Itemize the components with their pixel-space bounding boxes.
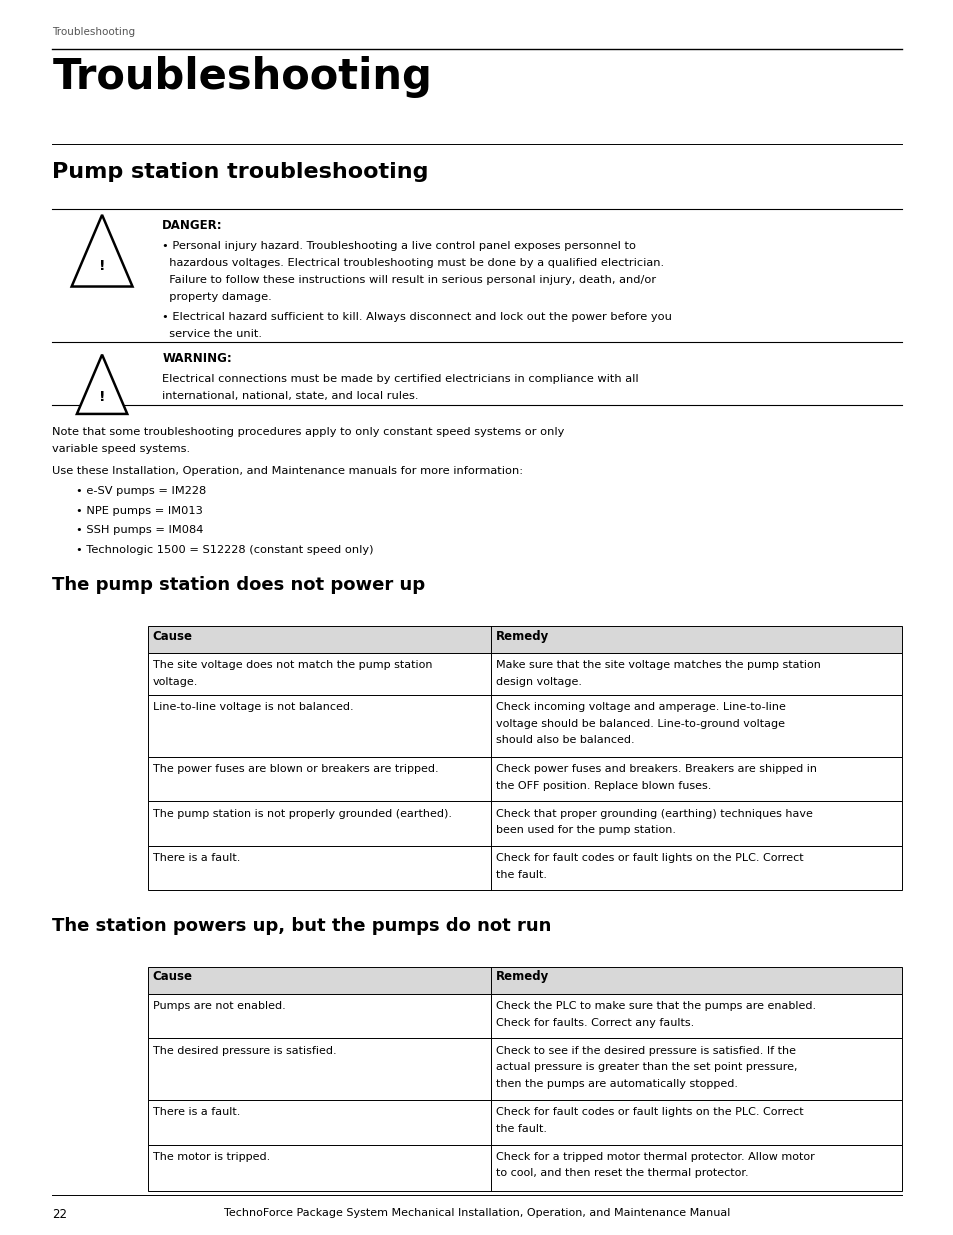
Text: design voltage.: design voltage. xyxy=(495,677,581,687)
Text: The power fuses are blown or breakers are tripped.: The power fuses are blown or breakers ar… xyxy=(152,764,437,774)
Text: voltage.: voltage. xyxy=(152,677,198,687)
Text: • Technologic 1500 = S12228 (constant speed only): • Technologic 1500 = S12228 (constant sp… xyxy=(76,545,374,555)
Text: Failure to follow these instructions will result in serious personal injury, dea: Failure to follow these instructions wil… xyxy=(162,274,656,284)
Text: • NPE pumps = IM013: • NPE pumps = IM013 xyxy=(76,505,203,516)
Bar xyxy=(148,802,901,846)
Text: The motor is tripped.: The motor is tripped. xyxy=(152,1152,270,1162)
Text: then the pumps are automatically stopped.: then the pumps are automatically stopped… xyxy=(495,1078,737,1089)
Text: voltage should be balanced. Line-to-ground voltage: voltage should be balanced. Line-to-grou… xyxy=(495,719,783,729)
Text: Troubleshooting: Troubleshooting xyxy=(52,56,432,98)
Text: Check to see if the desired pressure is satisfied. If the: Check to see if the desired pressure is … xyxy=(495,1046,795,1056)
Text: Check the PLC to make sure that the pumps are enabled.: Check the PLC to make sure that the pump… xyxy=(495,1002,815,1011)
Text: • e-SV pumps = IM228: • e-SV pumps = IM228 xyxy=(76,487,207,496)
Text: DANGER:: DANGER: xyxy=(162,219,223,232)
Text: the OFF position. Replace blown fuses.: the OFF position. Replace blown fuses. xyxy=(495,781,710,790)
Text: WARNING:: WARNING: xyxy=(162,352,232,366)
Text: Remedy: Remedy xyxy=(495,971,548,983)
Text: Check incoming voltage and amperage. Line-to-line: Check incoming voltage and amperage. Lin… xyxy=(495,703,784,713)
Text: TechnoForce Package System Mechanical Installation, Operation, and Maintenance M: TechnoForce Package System Mechanical In… xyxy=(224,1208,729,1218)
Text: • Electrical hazard sufficient to kill. Always disconnect and lock out the power: • Electrical hazard sufficient to kill. … xyxy=(162,312,671,322)
Bar xyxy=(148,626,901,653)
Text: Troubleshooting: Troubleshooting xyxy=(52,27,135,37)
Text: to cool, and then reset the thermal protector.: to cool, and then reset the thermal prot… xyxy=(495,1168,747,1178)
Text: Check that proper grounding (earthing) techniques have: Check that proper grounding (earthing) t… xyxy=(495,809,812,819)
Text: Note that some troubleshooting procedures apply to only constant speed systems o: Note that some troubleshooting procedure… xyxy=(52,427,564,437)
Text: been used for the pump station.: been used for the pump station. xyxy=(495,825,675,835)
Text: • Personal injury hazard. Troubleshooting a live control panel exposes personnel: • Personal injury hazard. Troubleshootin… xyxy=(162,241,636,251)
Polygon shape xyxy=(77,354,127,414)
Text: should also be balanced.: should also be balanced. xyxy=(495,735,634,746)
Text: Pumps are not enabled.: Pumps are not enabled. xyxy=(152,1002,285,1011)
Text: The pump station does not power up: The pump station does not power up xyxy=(52,577,425,594)
Text: !: ! xyxy=(99,259,105,273)
Text: Pump station troubleshooting: Pump station troubleshooting xyxy=(52,162,429,182)
Text: Line-to-line voltage is not balanced.: Line-to-line voltage is not balanced. xyxy=(152,703,353,713)
Text: The pump station is not properly grounded (earthed).: The pump station is not properly grounde… xyxy=(152,809,451,819)
Text: The station powers up, but the pumps do not run: The station powers up, but the pumps do … xyxy=(52,918,551,935)
Text: variable speed systems.: variable speed systems. xyxy=(52,445,191,454)
Text: actual pressure is greater than the set point pressure,: actual pressure is greater than the set … xyxy=(495,1062,796,1072)
Text: Cause: Cause xyxy=(152,630,193,642)
Text: the fault.: the fault. xyxy=(495,869,546,879)
Text: Check for fault codes or fault lights on the PLC. Correct: Check for fault codes or fault lights on… xyxy=(495,1108,802,1118)
Text: Remedy: Remedy xyxy=(495,630,548,642)
Bar xyxy=(148,994,901,1039)
Text: There is a fault.: There is a fault. xyxy=(152,853,240,863)
Bar xyxy=(148,967,901,994)
Text: Cause: Cause xyxy=(152,971,193,983)
Bar xyxy=(148,1100,901,1145)
Bar xyxy=(148,846,901,890)
Text: international, national, state, and local rules.: international, national, state, and loca… xyxy=(162,391,418,401)
Text: !: ! xyxy=(99,390,105,404)
Text: Make sure that the site voltage matches the pump station: Make sure that the site voltage matches … xyxy=(495,661,820,671)
Bar xyxy=(148,695,901,757)
Text: service the unit.: service the unit. xyxy=(162,329,262,338)
Text: The site voltage does not match the pump station: The site voltage does not match the pump… xyxy=(152,661,432,671)
Text: Check for faults. Correct any faults.: Check for faults. Correct any faults. xyxy=(495,1018,693,1028)
Bar xyxy=(148,1145,901,1192)
Text: There is a fault.: There is a fault. xyxy=(152,1108,240,1118)
Text: Use these Installation, Operation, and Maintenance manuals for more information:: Use these Installation, Operation, and M… xyxy=(52,466,523,475)
Polygon shape xyxy=(71,215,132,287)
Text: The desired pressure is satisfied.: The desired pressure is satisfied. xyxy=(152,1046,335,1056)
Bar xyxy=(148,1039,901,1100)
Bar xyxy=(148,757,901,802)
Text: • SSH pumps = IM084: • SSH pumps = IM084 xyxy=(76,525,204,535)
Text: Check for a tripped motor thermal protector. Allow motor: Check for a tripped motor thermal protec… xyxy=(495,1152,814,1162)
Bar xyxy=(148,653,901,695)
Text: 22: 22 xyxy=(52,1208,68,1221)
Text: Electrical connections must be made by certified electricians in compliance with: Electrical connections must be made by c… xyxy=(162,374,639,384)
Text: property damage.: property damage. xyxy=(162,291,272,301)
Text: Check for fault codes or fault lights on the PLC. Correct: Check for fault codes or fault lights on… xyxy=(495,853,802,863)
Text: Check power fuses and breakers. Breakers are shipped in: Check power fuses and breakers. Breakers… xyxy=(495,764,816,774)
Text: the fault.: the fault. xyxy=(495,1124,546,1134)
Text: hazardous voltages. Electrical troubleshooting must be done by a qualified elect: hazardous voltages. Electrical troublesh… xyxy=(162,258,663,268)
